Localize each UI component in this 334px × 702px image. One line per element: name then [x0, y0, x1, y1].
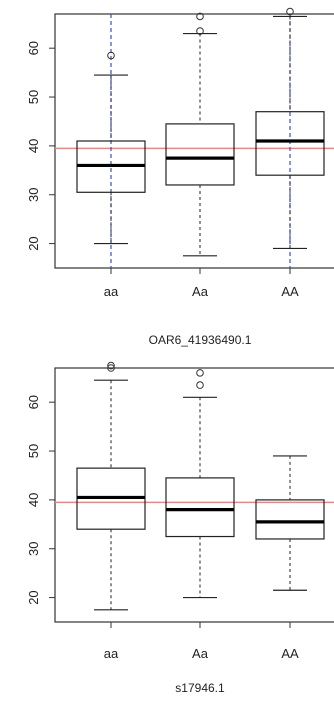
y-tick-label: 40 — [26, 139, 41, 153]
y-tick-label: 30 — [26, 541, 41, 555]
x-tick-label: aa — [104, 284, 119, 299]
boxplot-panel-top: 20 30 40 50 60 aa Aa AA OAR6_41936490.1 — [26, 7, 334, 347]
y-tick-label: 20 — [26, 590, 41, 604]
outlier-point — [196, 12, 204, 21]
y-tick-label: 40 — [26, 493, 41, 507]
y-tick-label: 60 — [26, 41, 41, 55]
box-AA: AA — [255, 455, 325, 661]
outlier-point — [286, 7, 294, 16]
plot-frame — [54, 367, 334, 623]
box-AA: AA — [255, 7, 325, 299]
x-axis-label: OAR6_41936490.1 — [149, 333, 252, 347]
x-tick-label: Aa — [192, 646, 209, 661]
boxplot-panel-bottom: 20 30 40 50 60 aa Aa AA s17946.1 — [26, 361, 334, 695]
outlier-point — [196, 27, 204, 35]
outlier-point — [107, 361, 115, 370]
y-tick-label: 50 — [26, 444, 41, 458]
box-iqr — [255, 499, 325, 540]
outlier-point — [196, 381, 204, 389]
outlier-point — [196, 369, 204, 377]
outlier-point — [107, 364, 115, 372]
box-aa: aa — [76, 361, 146, 661]
box-iqr — [255, 111, 325, 176]
y-tick-label: 50 — [26, 90, 41, 104]
box-aa: aa — [76, 14, 146, 299]
y-tick-label: 30 — [26, 187, 41, 201]
x-tick-label: Aa — [192, 284, 209, 299]
y-tick-label: 60 — [26, 395, 41, 409]
box-Aa: Aa — [165, 369, 235, 661]
x-tick-label: aa — [104, 646, 119, 661]
y-tick-label: 20 — [26, 236, 41, 250]
box-iqr — [165, 477, 235, 538]
x-tick-label: AA — [281, 646, 299, 661]
outlier-point — [107, 51, 115, 60]
x-tick-label: AA — [281, 284, 299, 299]
x-axis-label: s17946.1 — [175, 681, 225, 695]
box-iqr — [165, 123, 235, 186]
plot-frame — [54, 13, 334, 269]
box-Aa: Aa — [165, 12, 235, 299]
